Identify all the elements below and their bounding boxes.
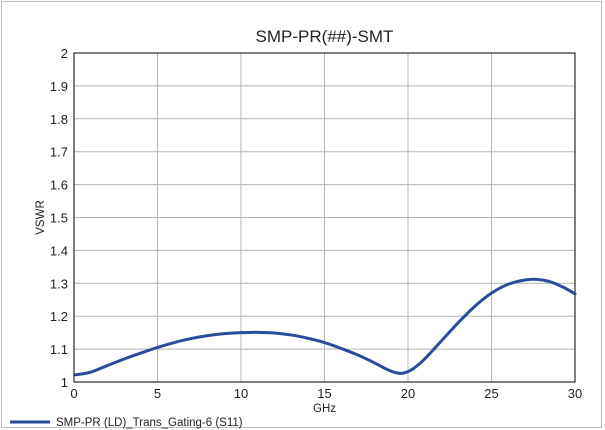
series-line-0 [74, 277, 577, 377]
plot-area-border [73, 52, 576, 383]
y-axis-label: VSWR [35, 200, 47, 235]
y-tick-label: 1.1 [50, 342, 68, 357]
x-tick-label: 30 [568, 386, 582, 401]
x-tick-label: 25 [484, 386, 498, 401]
y-tick-label: 1.6 [50, 178, 68, 193]
y-tick-label: 1.2 [50, 309, 68, 324]
x-tick-label: 15 [317, 386, 331, 401]
chart-title: SMP-PR(##)-SMT [256, 27, 394, 46]
tick-labels: 0 5 10 15 20 25 30 1 1.1 1.2 1.3 1.4 1.5 1.6 1.7 1.8 1.9… [50, 46, 582, 401]
y-tick-label: 1.8 [50, 112, 68, 127]
x-tick-label: 0 [70, 386, 77, 401]
y-tick-label: 1.4 [50, 243, 68, 258]
y-tick-label: 2 [61, 46, 68, 61]
x-tick-label: 5 [154, 386, 161, 401]
grid-lines [73, 52, 576, 383]
legend-entry: SMP-PR (LD)_Trans_Gating-6 (S11) [56, 417, 243, 429]
y-tick-label: 1.5 [50, 211, 68, 226]
y-tick-label: 1.7 [50, 145, 68, 160]
y-tick-label: 1 [61, 375, 68, 390]
y-tick-label: 1.9 [50, 79, 68, 94]
series-layer [74, 277, 577, 377]
y-tick-label: 1.3 [50, 276, 68, 291]
x-tick-label: 10 [234, 386, 248, 401]
x-tick-label: 20 [401, 386, 415, 401]
x-axis-label: GHz [313, 403, 336, 415]
legend: SMP-PR (LD)_Trans_Gating-6 (S11) [10, 417, 243, 429]
